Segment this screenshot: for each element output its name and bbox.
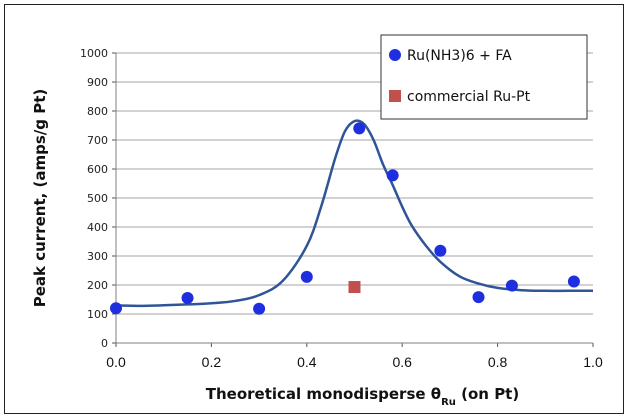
fit-curve (115, 119, 593, 308)
data-point-circle (110, 302, 122, 315)
legend-label: commercial Ru-Pt (407, 89, 531, 105)
y-tick-label: 400 (87, 221, 108, 234)
data-point-circle (353, 122, 366, 135)
x-tick-label: 0.0 (106, 354, 126, 370)
x-tick-label: 0.2 (202, 354, 222, 370)
y-tick-label: 900 (87, 76, 108, 89)
x-axis-title-tail: (on Pt) (456, 385, 519, 403)
data-points (110, 122, 580, 315)
data-point-circle (505, 279, 518, 292)
legend-marker-square (389, 90, 401, 102)
legend-marker-circle (389, 49, 401, 61)
chart-frame: 0 100 200 300 400 500 600 700 800 900 1000 0.0 0.2 0… (4, 4, 624, 414)
fit-curve-group (115, 119, 593, 308)
x-tick-label: 0.8 (488, 354, 508, 370)
data-point-circle (472, 291, 485, 304)
data-point-circle (300, 270, 313, 283)
data-point-square (348, 281, 361, 294)
x-axis-title: Theoretical monodisperse θRu (on Pt) (206, 385, 519, 408)
y-tick-label: 800 (87, 105, 108, 118)
legend-label: Ru(NH3)6 + FA (407, 48, 512, 64)
y-axis-title: Peak current, (amps/g Pt) (31, 89, 49, 308)
y-tick-label: 700 (87, 134, 108, 147)
y-tick-label: 0 (101, 337, 108, 350)
x-tick-label: 0.4 (297, 354, 317, 370)
x-axis-title-main: Theoretical monodisperse θ (206, 385, 441, 403)
y-tick-label: 600 (87, 163, 108, 176)
y-tick-label: 500 (87, 192, 108, 205)
x-axis-ticks: 0.0 0.2 0.4 0.6 0.8 1.0 (106, 343, 603, 370)
y-tick-label: 200 (87, 279, 108, 292)
data-point-circle (567, 275, 580, 288)
y-axis-ticks: 0 100 200 300 400 500 600 700 800 900 1000 (80, 47, 116, 350)
data-point-circle (253, 302, 266, 315)
y-tick-label: 100 (87, 308, 108, 321)
y-tick-label: 300 (87, 250, 108, 263)
legend-box (380, 34, 588, 120)
data-point-circle (181, 292, 194, 305)
data-point-circle (386, 169, 399, 182)
data-point-circle (434, 244, 447, 257)
y-tick-label: 1000 (80, 47, 108, 60)
x-tick-label: 0.6 (392, 354, 412, 370)
legend: Ru(NH3)6 + FA commercial Ru-Pt (380, 34, 588, 120)
x-axis-title-subscript: Ru (441, 397, 456, 408)
x-tick-label: 1.0 (583, 354, 603, 370)
axes (115, 53, 593, 344)
